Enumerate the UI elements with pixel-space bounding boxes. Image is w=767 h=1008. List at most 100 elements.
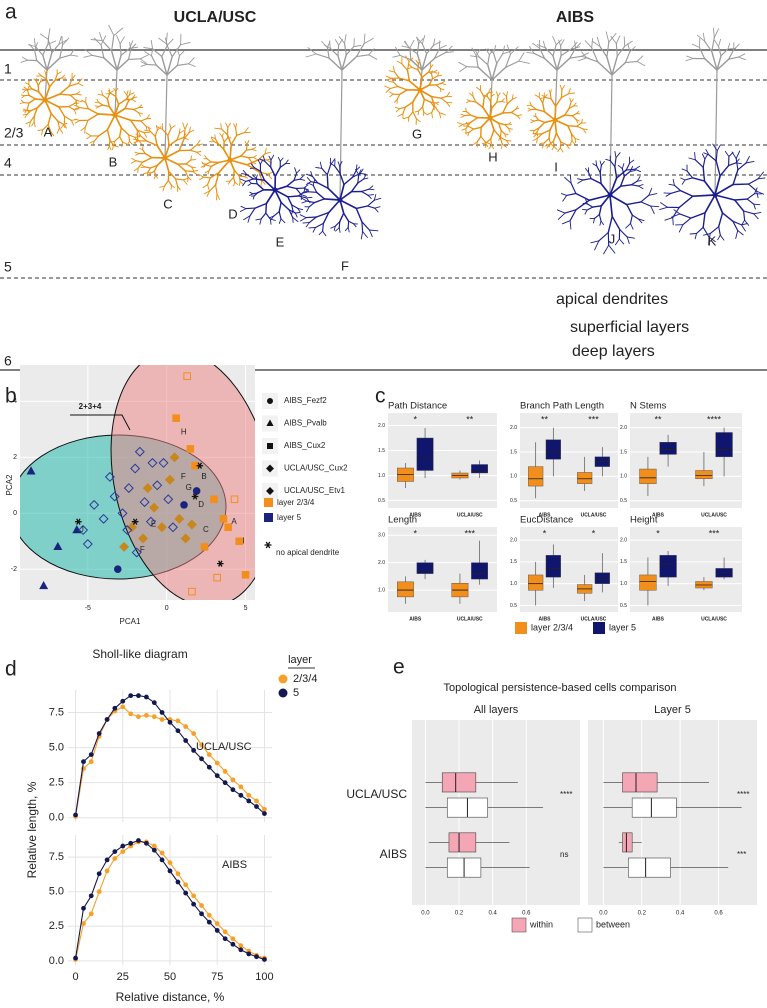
x-tick-label: 0.0 [421,911,430,917]
dendrite [608,244,616,254]
dendrite [359,168,364,174]
apical-trunk [714,69,718,196]
dendrite [249,193,254,196]
dendrite [47,28,51,40]
point [159,857,165,863]
x-tick-label: 100 [255,971,273,983]
cell-label: C [163,196,172,211]
dendrite [162,185,166,192]
dendrite [574,40,577,49]
dendrite [501,143,503,149]
point [130,463,141,474]
legend-label: deep layers [572,343,655,360]
dendrite [504,124,510,130]
dendrite [490,92,492,97]
category-label: UCLA/USC [701,616,727,622]
dendrite [42,124,49,131]
dendrite [335,227,340,232]
dendrite [114,95,120,106]
dendrite [189,149,198,153]
dendrite [133,140,139,144]
dendrite [40,75,47,80]
dendrite [280,201,290,211]
dendrite [679,213,692,219]
dendrite [532,130,535,135]
dendrite [206,158,212,163]
dendrite [648,193,658,196]
dendrite [569,97,572,103]
cell-label: J [609,231,616,246]
dendrite [297,195,308,199]
dendrite [720,48,729,57]
box [639,574,657,591]
dendrite [97,113,116,116]
chart-label: UCLA/USC [196,741,252,753]
dendrite [737,230,744,236]
dendrite [480,135,486,143]
dendrite [93,37,102,46]
dendrite [129,140,133,145]
box [397,581,414,598]
dendrite [203,163,207,168]
dendrite [694,233,697,240]
dendrite [488,49,494,56]
cell-label: A [44,124,53,139]
dendrite [210,136,216,140]
dendrite [265,202,268,214]
dendrite [327,199,341,214]
dendrite [527,107,532,111]
dendrite [250,163,255,169]
dendrite [650,205,655,215]
dendrite [703,180,716,196]
dendrite [650,205,660,208]
soma [272,187,278,193]
dendrite [385,75,392,79]
point [128,693,134,699]
dendrite [433,48,440,60]
dendrite [591,37,594,49]
dendrite [738,53,746,58]
dendrite [184,123,188,131]
point [167,860,173,866]
dendrite [111,34,115,52]
dendrite [538,119,546,124]
dendrite [753,213,759,220]
dendrite [461,128,467,131]
dendrite [756,190,765,195]
dendrite [260,212,267,220]
dendrite [426,44,434,55]
dendrite [236,132,245,136]
dendrite [128,97,134,102]
dendrite [532,42,541,49]
dendrite [75,91,81,95]
dendrite [470,55,480,58]
dendrite [569,209,577,222]
point [123,483,134,494]
dendrite [399,89,408,96]
legend-label: no apical dendrite [276,548,340,557]
dendrite [600,161,605,166]
dendrite [636,180,642,182]
dendrite [334,39,340,46]
dendrite [305,173,313,177]
dendrite [249,167,255,170]
dendrite [368,54,378,60]
dendrite [85,132,92,137]
point [156,522,167,533]
dendrite [718,226,721,236]
chart-title: N Stems [630,401,667,412]
x-tick-label: -5 [85,605,91,612]
layer-label: 4 [4,155,12,171]
point [167,868,173,874]
panel-title: Sholl-like diagram [92,647,187,661]
point [136,838,141,843]
dendrite [100,44,105,59]
dendrite [328,57,343,71]
dendrite [625,162,631,171]
dendrite [251,147,257,150]
dendrite [268,155,272,161]
point [128,840,134,846]
dendrite [176,55,181,66]
dendrite [345,45,355,56]
dendrite [240,205,247,210]
